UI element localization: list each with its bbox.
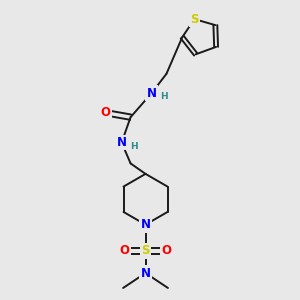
Text: H: H — [130, 142, 138, 151]
Text: S: S — [190, 13, 199, 26]
Text: S: S — [141, 244, 150, 257]
Text: N: N — [146, 87, 157, 100]
Text: N: N — [140, 266, 151, 280]
Text: O: O — [100, 106, 110, 119]
Text: O: O — [120, 244, 130, 257]
Text: N: N — [140, 218, 151, 231]
Text: N: N — [117, 136, 127, 149]
Text: H: H — [160, 92, 167, 101]
Text: O: O — [161, 244, 171, 257]
